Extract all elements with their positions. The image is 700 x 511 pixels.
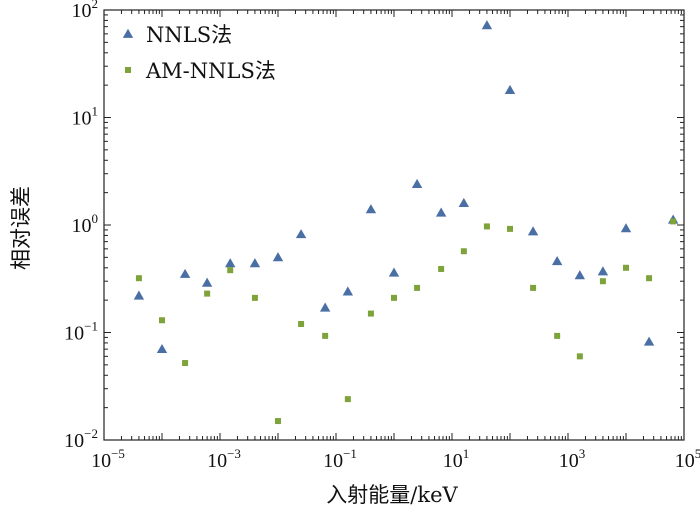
- square-point: [530, 284, 537, 291]
- series-1: [133, 20, 679, 354]
- y-tick-label: 102: [72, 0, 99, 22]
- square-point: [391, 294, 397, 301]
- legend-label: NNLS法: [146, 23, 232, 47]
- triangle-point: [551, 256, 563, 266]
- triangle-point: [481, 20, 493, 30]
- x-tick-label: 103: [559, 446, 586, 472]
- tick-labels: 10−5 10−3 10−1 101 103 105 10−2 10−1 100 101 102: [64, 0, 700, 472]
- square-point: [414, 284, 421, 291]
- square-point: [159, 317, 165, 324]
- triangle-point: [272, 252, 284, 262]
- square-point: [182, 360, 189, 367]
- triangle-point: [249, 258, 261, 268]
- triangle-point: [342, 286, 354, 296]
- series-2: [135, 218, 677, 425]
- legend-marker: [125, 67, 131, 73]
- square-point: [554, 332, 561, 339]
- triangle-point: [597, 266, 609, 276]
- square-point: [576, 353, 583, 360]
- square-point: [460, 248, 467, 255]
- triangle-point: [574, 270, 586, 280]
- y-tick-label: 10−1: [64, 319, 98, 345]
- triangle-point: [435, 207, 447, 217]
- square-point: [438, 265, 445, 272]
- square-point: [367, 310, 374, 317]
- triangle-point: [201, 277, 213, 287]
- square-point: [599, 278, 606, 285]
- triangle-point: [179, 268, 191, 278]
- square-point: [251, 294, 258, 301]
- triangle-point: [411, 178, 423, 189]
- square-point: [646, 275, 653, 282]
- y-tick-label: 100: [72, 211, 99, 237]
- triangle-point: [319, 302, 331, 312]
- triangle-point: [527, 226, 539, 236]
- x-axis-title: 入射能量/keV: [326, 483, 458, 507]
- x-tick-label: 101: [443, 446, 470, 472]
- square-point: [623, 264, 629, 271]
- square-point: [483, 223, 490, 230]
- triangle-point: [458, 197, 470, 207]
- square-point: [322, 332, 329, 339]
- square-point: [227, 267, 234, 274]
- triangle-point: [156, 343, 168, 354]
- triangle-point: [133, 290, 145, 300]
- triangle-point: [225, 258, 236, 268]
- x-tick-label: 10−5: [91, 446, 125, 472]
- square-point: [344, 396, 351, 403]
- square-point: [204, 290, 211, 297]
- data-points: [133, 20, 679, 425]
- legend-marker: [122, 28, 134, 38]
- legend-label: AM-NNLS法: [145, 59, 276, 83]
- y-axis-title: 相对误差: [9, 186, 33, 270]
- square-point: [298, 320, 305, 327]
- triangle-point: [643, 336, 655, 346]
- x-tick-label: 105: [675, 446, 700, 472]
- square-point: [507, 225, 513, 232]
- tick-marks: [103, 9, 685, 441]
- triangle-point: [365, 204, 377, 214]
- legend: NNLS法 AM-NNLS法: [122, 23, 276, 83]
- square-point: [135, 275, 142, 282]
- square-point: [275, 418, 281, 425]
- triangle-point: [620, 223, 632, 233]
- triangle-point: [504, 84, 516, 94]
- y-tick-label: 101: [72, 104, 99, 130]
- square-point: [670, 218, 677, 225]
- triangle-point: [388, 267, 400, 277]
- x-tick-label: 10−1: [323, 446, 357, 472]
- triangle-point: [295, 229, 307, 239]
- y-tick-label: 10−2: [64, 426, 98, 452]
- x-tick-label: 10−3: [207, 446, 241, 472]
